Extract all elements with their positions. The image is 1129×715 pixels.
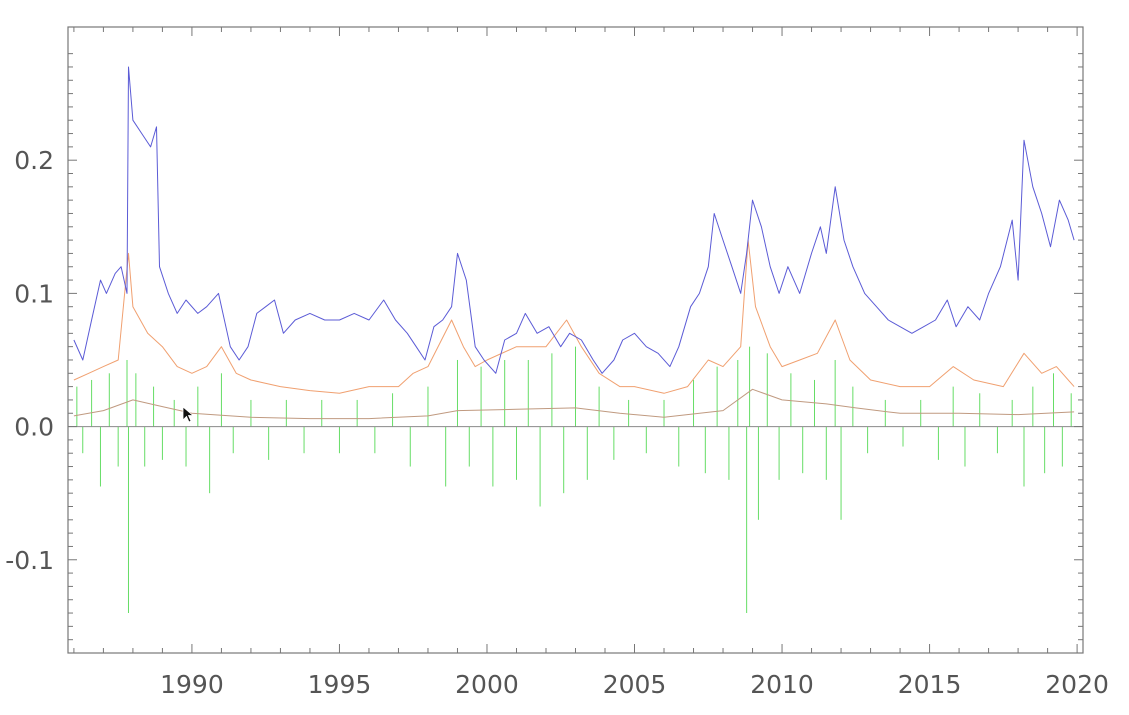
- y-tick-label: 0.0: [14, 413, 54, 442]
- series-green: [76, 346, 1072, 614]
- x-tick-label: 2010: [750, 670, 814, 699]
- x-tick-label: 2005: [603, 670, 667, 699]
- series-line-blue: [73, 66, 1075, 374]
- plot-frame: [67, 26, 1084, 654]
- x-tick-label: 2020: [1045, 670, 1109, 699]
- label-layer: 1990 1995 2000 2005 2010 2015 2020 -0.1 0.0 0.1 0.…: [5, 146, 1109, 699]
- x-tick-label: 1990: [160, 670, 224, 699]
- tick-layer: [68, 27, 1083, 653]
- mouse-pointer-icon: [182, 406, 194, 423]
- series-line-orange: [73, 239, 1075, 394]
- y-tick-label: -0.1: [5, 546, 54, 575]
- x-tick-label: 2000: [455, 670, 519, 699]
- y-tick-label: 0.2: [14, 146, 54, 175]
- series-layer: [73, 66, 1075, 614]
- x-tick-label: 2015: [898, 670, 962, 699]
- series-line-dark: [73, 388, 1075, 420]
- y-tick-label: 0.1: [14, 279, 54, 308]
- x-tick-label: 1995: [308, 670, 372, 699]
